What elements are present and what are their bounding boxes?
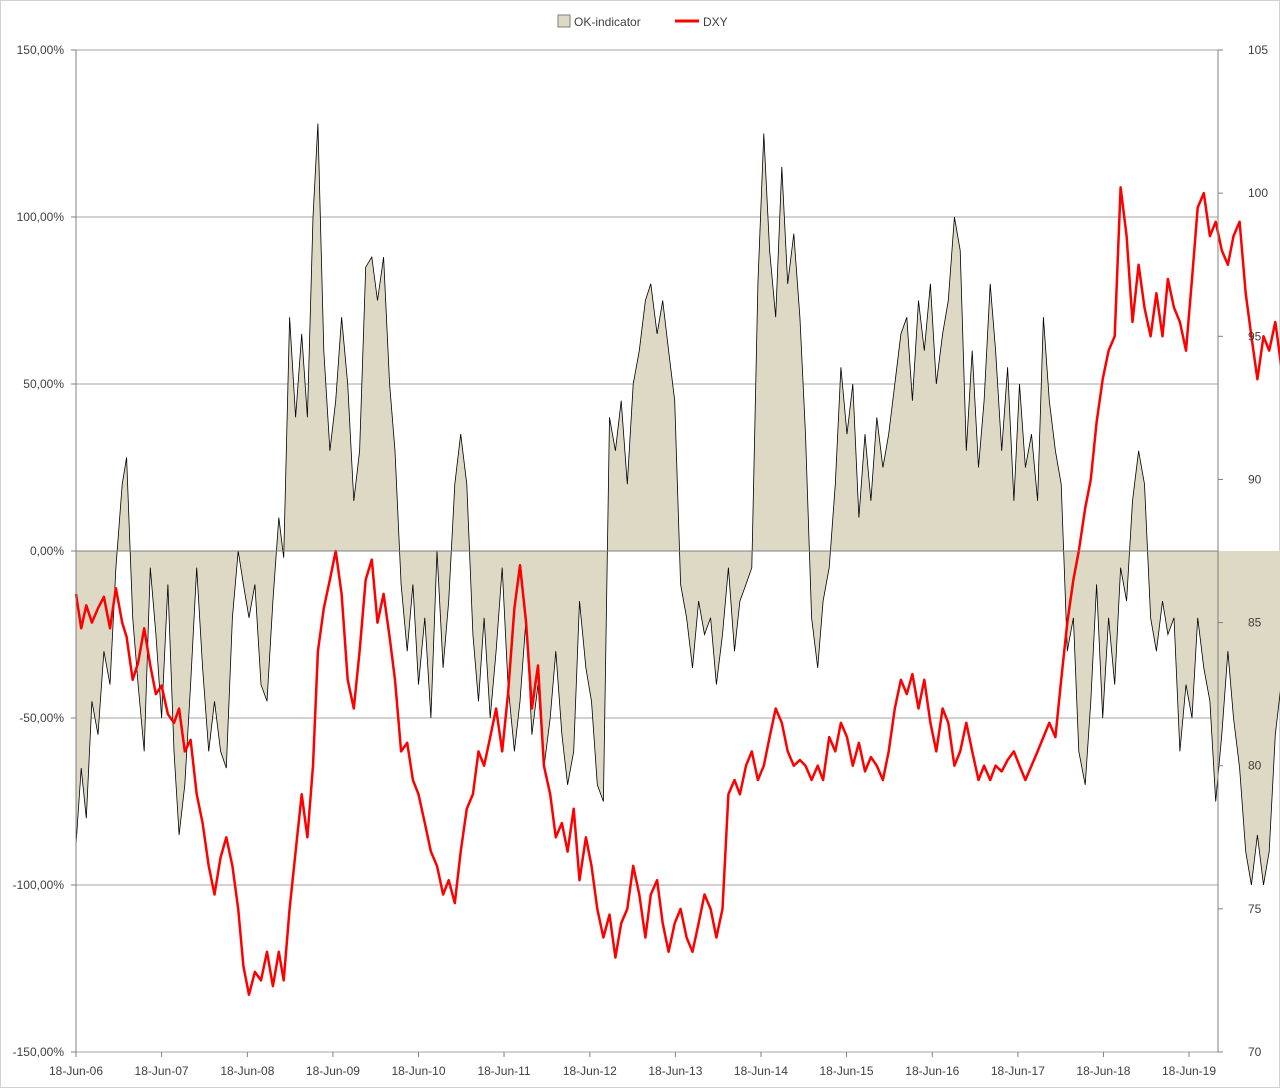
x-tick-label: 18-Jun-16 <box>905 1064 959 1078</box>
x-axis-ticks: 18-Jun-06 18-Jun-07 18-Jun-08 18-Jun-09 18-J… <box>49 1052 1216 1078</box>
legend: OK-indicator DXY <box>557 14 728 29</box>
left-tick-label: -150,00% <box>13 1045 65 1059</box>
x-tick-label: 18-Jun-15 <box>819 1064 873 1078</box>
right-tick-label: 70 <box>1248 1045 1262 1059</box>
x-tick-label: 18-Jun-14 <box>734 1064 788 1078</box>
axes <box>75 50 1219 1052</box>
left-tick-label: 0,00% <box>30 544 64 558</box>
right-tick-label: 80 <box>1248 759 1262 773</box>
x-tick-label: 18-Jun-12 <box>563 1064 617 1078</box>
ok-indicator-layer <box>75 123 1280 886</box>
x-tick-label: 18-Jun-18 <box>1076 1064 1130 1078</box>
right-tick-label: 95 <box>1248 329 1262 343</box>
x-tick-label: 18-Jun-06 <box>49 1064 103 1078</box>
legend-label-dxy: DXY <box>703 15 728 29</box>
right-tick-label: 75 <box>1248 902 1262 916</box>
dxy-line <box>74 186 1280 996</box>
ok-indicator-outline <box>75 123 1280 886</box>
right-tick-label: 105 <box>1248 43 1268 57</box>
x-tick-label: 18-Jun-10 <box>391 1064 445 1078</box>
legend-label-ok-indicator: OK-indicator <box>574 15 641 29</box>
left-tick-label: -100,00% <box>13 878 65 892</box>
x-tick-label: 18-Jun-09 <box>306 1064 360 1078</box>
right-tick-label: 85 <box>1248 616 1262 630</box>
x-tick-label: 18-Jun-17 <box>991 1064 1045 1078</box>
left-axis-ticks: 150,00% 100,00% 50,00% 0,00% -50,00% -100,00%… <box>13 43 76 1059</box>
x-tick-label: 18-Jun-13 <box>648 1064 702 1078</box>
left-tick-label: 100,00% <box>17 210 65 224</box>
left-tick-label: 50,00% <box>23 377 64 391</box>
x-tick-label: 18-Jun-08 <box>220 1064 274 1078</box>
x-tick-label: 18-Jun-07 <box>135 1064 189 1078</box>
right-tick-label: 100 <box>1248 186 1268 200</box>
legend-swatch-ok-indicator <box>557 14 571 28</box>
left-tick-label: -50,00% <box>19 711 64 725</box>
left-tick-label: 150,00% <box>17 43 65 57</box>
dxy-layer <box>74 186 1280 996</box>
x-tick-label: 18-Jun-19 <box>1162 1064 1216 1078</box>
right-axis-ticks: 105 100 95 90 85 80 75 70 <box>1218 43 1268 1059</box>
x-tick-label: 18-Jun-11 <box>477 1064 530 1078</box>
right-tick-label: 90 <box>1248 472 1262 486</box>
